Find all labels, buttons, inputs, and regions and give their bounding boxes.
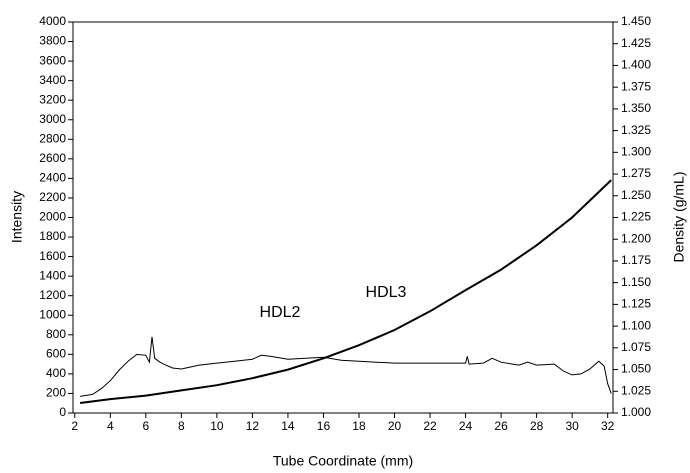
data-line <box>79 179 612 404</box>
x-tick-label: 20 <box>388 419 402 433</box>
y-tick-label: 2000 <box>39 210 66 224</box>
y-axis-title: Intensity <box>9 191 25 243</box>
y-tick-label: 2200 <box>39 190 66 204</box>
y-tick-label: 400 <box>46 366 66 380</box>
y2-tick-label: 1.000 <box>621 405 651 419</box>
y-tick-label: 3400 <box>39 73 66 87</box>
x-tick-label: 14 <box>281 419 295 433</box>
y2-tick-label: 1.050 <box>621 362 651 376</box>
x-tick-label: 22 <box>423 419 437 433</box>
annotation: HDL2 <box>260 304 301 321</box>
y2-tick-label: 1.275 <box>621 166 651 180</box>
x-tick-label: 12 <box>246 419 260 433</box>
y2-tick-label: 1.025 <box>621 383 651 397</box>
y-tick-label: 3000 <box>39 112 66 126</box>
y-tick-label: 2600 <box>39 151 66 165</box>
annotation: HDL3 <box>366 284 407 301</box>
y-tick-label: 2400 <box>39 171 66 185</box>
x-tick-label: 8 <box>178 419 185 433</box>
x-tick-label: 10 <box>210 419 224 433</box>
x-tick-label: 24 <box>459 419 473 433</box>
x-axis-title: Tube Coordinate (mm) <box>273 453 413 469</box>
y2-tick-label: 1.125 <box>621 297 651 311</box>
y-tick-label: 600 <box>46 347 66 361</box>
y2-tick-label: 1.350 <box>621 101 651 115</box>
y-tick-label: 1000 <box>39 307 66 321</box>
y2-tick-label: 1.425 <box>621 36 651 50</box>
y2-tick-label: 1.175 <box>621 253 651 267</box>
y-tick-label: 2800 <box>39 131 66 145</box>
y-tick-label: 3200 <box>39 92 66 106</box>
y-tick-label: 1200 <box>39 288 66 302</box>
y2-axis-title: Density (g/mL) <box>671 171 687 262</box>
x-tick-label: 4 <box>107 419 114 433</box>
y-tick-label: 3600 <box>39 53 66 67</box>
x-tick-label: 28 <box>530 419 544 433</box>
x-tick-label: 32 <box>601 419 615 433</box>
y2-tick-label: 1.325 <box>621 123 651 137</box>
y2-tick-label: 1.400 <box>621 58 651 72</box>
y2-tick-label: 1.225 <box>621 210 651 224</box>
y-tick-label: 200 <box>46 386 66 400</box>
y-tick-label: 800 <box>46 327 66 341</box>
y-tick-label: 1400 <box>39 268 66 282</box>
x-tick-label: 6 <box>142 419 149 433</box>
x-tick-label: 18 <box>352 419 366 433</box>
y-tick-label: 3800 <box>39 34 66 48</box>
y2-tick-label: 1.200 <box>621 231 651 245</box>
y-tick-label: 4000 <box>39 14 66 28</box>
x-tick-label: 26 <box>494 419 508 433</box>
x-tick-label: 16 <box>317 419 331 433</box>
y2-tick-label: 1.075 <box>621 340 651 354</box>
y2-tick-label: 1.250 <box>621 188 651 202</box>
y-tick-label: 0 <box>59 405 66 419</box>
y2-tick-label: 1.300 <box>621 145 651 159</box>
data-line <box>80 336 612 397</box>
y-tick-label: 1600 <box>39 249 66 263</box>
y2-tick-label: 1.375 <box>621 79 651 93</box>
y-tick-label: 1800 <box>39 229 66 243</box>
x-tick-label: 2 <box>71 419 78 433</box>
y2-tick-label: 1.450 <box>621 14 651 28</box>
y2-tick-label: 1.150 <box>621 275 651 289</box>
x-tick-label: 30 <box>565 419 579 433</box>
y2-tick-label: 1.100 <box>621 318 651 332</box>
